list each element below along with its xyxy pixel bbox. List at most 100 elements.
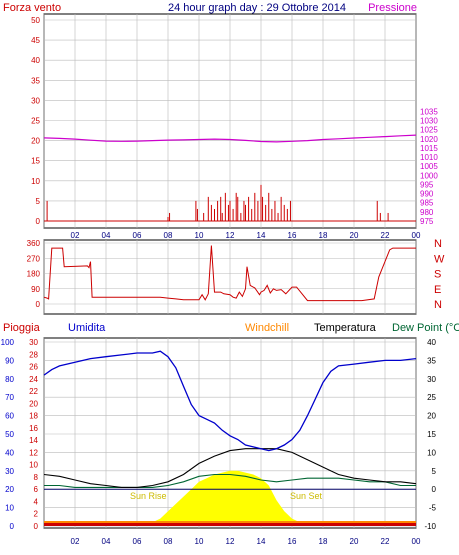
wind-tick-label: 0 bbox=[36, 217, 41, 226]
rain-tick-label: 30 bbox=[29, 338, 38, 347]
x-tick-label: 16 bbox=[288, 231, 297, 240]
x-tick-label: 22 bbox=[381, 231, 390, 240]
pressure-tick-label: 1030 bbox=[420, 117, 438, 126]
rain-tick-label: 24 bbox=[29, 375, 38, 384]
rain-tick-label: 20 bbox=[29, 399, 38, 408]
temp-tick-label: 5 bbox=[432, 467, 437, 476]
temp-tick-label: 35 bbox=[427, 356, 436, 365]
rain-tick-label: 4 bbox=[34, 497, 39, 506]
windchill-baseline bbox=[44, 521, 416, 523]
pressure-tick-label: 1010 bbox=[420, 153, 438, 162]
temp-tick-label: 0 bbox=[432, 485, 437, 494]
pressure-tick-label: 1005 bbox=[420, 162, 438, 171]
temp-tick-label: 20 bbox=[427, 412, 436, 421]
humidity-axis-title: Umidita bbox=[68, 322, 106, 334]
sunset-label: Sun Set bbox=[290, 491, 323, 501]
humidity-tick-label: 100 bbox=[1, 338, 15, 347]
x-tick-label: 04 bbox=[102, 537, 111, 546]
humidity-tick-label: 50 bbox=[5, 430, 14, 439]
wind-axis-title: Forza vento bbox=[3, 2, 61, 14]
direction-tick-label: 360 bbox=[27, 239, 41, 248]
compass-label: N bbox=[434, 238, 442, 250]
x-tick-label: 00 bbox=[412, 231, 421, 240]
rain-tick-label: 28 bbox=[29, 350, 38, 359]
pressure-tick-label: 1015 bbox=[420, 144, 438, 153]
temp-tick-label: -5 bbox=[429, 504, 437, 513]
x-tick-label: 22 bbox=[381, 537, 390, 546]
x-tick-label: 20 bbox=[350, 231, 359, 240]
compass-label: E bbox=[434, 284, 441, 296]
temperature-series bbox=[43, 448, 417, 488]
humidity-tick-label: 40 bbox=[5, 448, 14, 457]
x-tick-label: 00 bbox=[412, 537, 421, 546]
pressure-axis-title: Pressione bbox=[368, 2, 417, 14]
temp-tick-label: 40 bbox=[427, 338, 436, 347]
wind-tick-label: 10 bbox=[31, 177, 40, 186]
x-tick-label: 18 bbox=[319, 537, 328, 546]
pressure-series bbox=[43, 134, 417, 143]
x-tick-label: 02 bbox=[71, 231, 80, 240]
pressure-tick-label: 1035 bbox=[420, 107, 438, 116]
rain-tick-label: 12 bbox=[29, 448, 38, 457]
direction-tick-label: 0 bbox=[36, 300, 41, 309]
direction-tick-label: 90 bbox=[31, 285, 40, 294]
wind-tick-label: 40 bbox=[31, 56, 40, 65]
humidity-tick-label: 10 bbox=[5, 504, 14, 513]
x-tick-label: 04 bbox=[102, 231, 111, 240]
pressure-tick-label: 1000 bbox=[420, 171, 438, 180]
pressure-tick-label: 985 bbox=[420, 199, 434, 208]
x-tick-label: 18 bbox=[319, 231, 328, 240]
compass-label: W bbox=[434, 253, 445, 265]
pressure-tick-label: 995 bbox=[420, 180, 434, 189]
wind-tick-label: 30 bbox=[31, 96, 40, 105]
wind-tick-label: 5 bbox=[36, 197, 41, 206]
humidity-tick-label: 60 bbox=[5, 412, 14, 421]
wind-tick-label: 20 bbox=[31, 137, 40, 146]
humidity-tick-label: 20 bbox=[5, 485, 14, 494]
wind-tick-label: 25 bbox=[31, 117, 40, 126]
rain-axis-title: Pioggia bbox=[3, 322, 41, 334]
sunrise-label: Sun Rise bbox=[130, 491, 167, 501]
windchill-legend: Windchill bbox=[245, 322, 289, 334]
x-tick-label: 16 bbox=[288, 537, 297, 546]
x-tick-label: 10 bbox=[195, 231, 204, 240]
pressure-tick-label: 980 bbox=[420, 208, 434, 217]
solar-area bbox=[144, 470, 308, 526]
rain-series bbox=[44, 523, 416, 526]
x-tick-label: 10 bbox=[195, 537, 204, 546]
x-tick-label: 06 bbox=[133, 537, 142, 546]
x-tick-label: 14 bbox=[257, 231, 266, 240]
temp-tick-label: 15 bbox=[427, 430, 436, 439]
humidity-tick-label: 90 bbox=[5, 356, 14, 365]
wind-direction-series bbox=[43, 245, 416, 302]
temp-tick-label: 30 bbox=[427, 375, 436, 384]
pressure-tick-label: 1020 bbox=[420, 135, 438, 144]
wind-tick-label: 45 bbox=[31, 36, 40, 45]
dewpoint-series bbox=[44, 473, 416, 488]
rain-tick-label: 14 bbox=[29, 436, 38, 445]
x-tick-label: 08 bbox=[164, 231, 173, 240]
temperature-legend: Temperatura bbox=[314, 322, 377, 334]
dewpoint-legend: Dew Point (°C bbox=[392, 322, 459, 334]
x-tick-label: 12 bbox=[226, 231, 235, 240]
temp-tick-label: -10 bbox=[424, 522, 436, 531]
rain-tick-label: 18 bbox=[29, 412, 38, 421]
rain-tick-label: 6 bbox=[34, 485, 39, 494]
compass-label: N bbox=[434, 299, 442, 311]
humidity-series bbox=[43, 350, 417, 452]
pressure-tick-label: 975 bbox=[420, 217, 434, 226]
rain-tick-label: 16 bbox=[29, 424, 38, 433]
chart-title: 24 hour graph day : 29 Ottobre 2014 bbox=[168, 2, 346, 14]
wind-tick-label: 35 bbox=[31, 76, 40, 85]
x-tick-label: 20 bbox=[350, 537, 359, 546]
direction-tick-label: 180 bbox=[27, 270, 41, 279]
pressure-tick-label: 1025 bbox=[420, 126, 438, 135]
rain-tick-label: 2 bbox=[34, 510, 39, 519]
humidity-tick-label: 70 bbox=[5, 393, 14, 402]
rain-tick-label: 22 bbox=[29, 387, 38, 396]
rain-tick-label: 0 bbox=[34, 522, 39, 531]
wind-tick-label: 15 bbox=[31, 157, 40, 166]
x-tick-label: 02 bbox=[71, 537, 80, 546]
rain-tick-label: 26 bbox=[29, 363, 38, 372]
